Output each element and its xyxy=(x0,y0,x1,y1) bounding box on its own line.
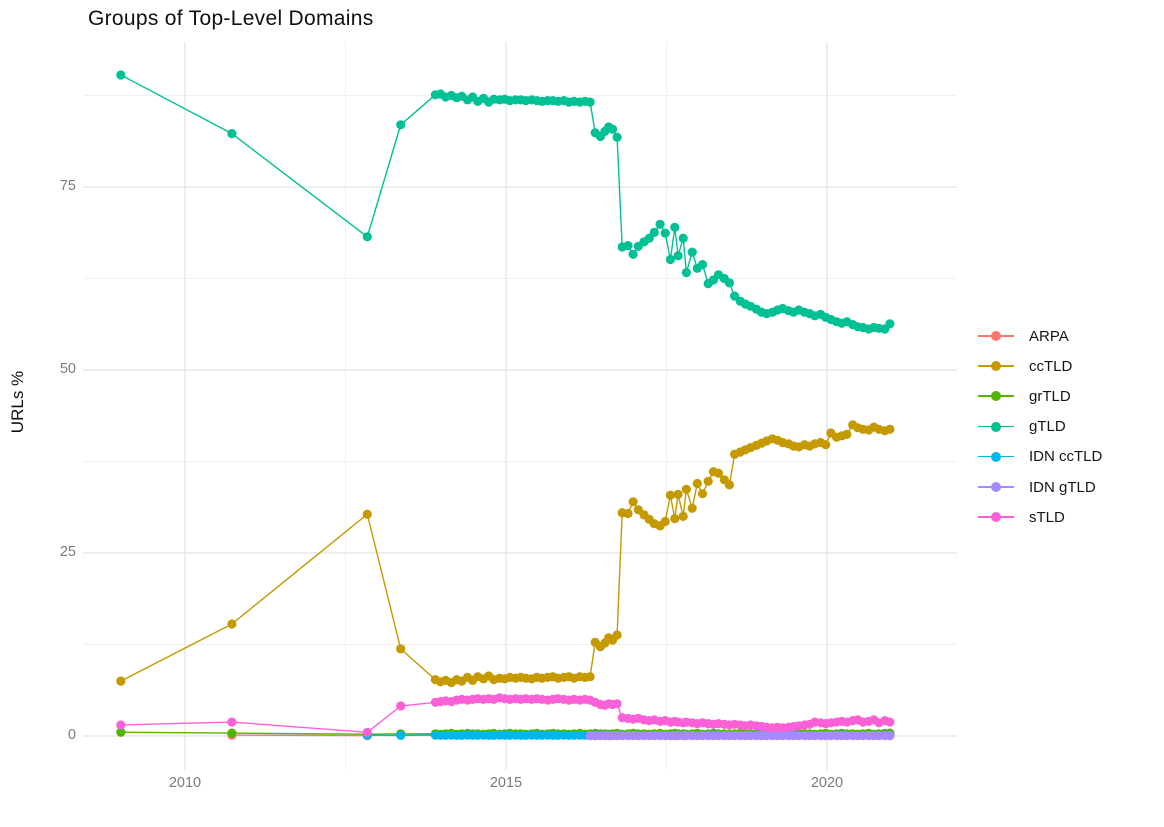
data-point xyxy=(687,247,697,257)
legend-label: IDN ccTLD xyxy=(1029,448,1103,466)
y-axis-title: URLs % xyxy=(8,370,27,434)
legend-item-idn-gtld: IDN gTLD xyxy=(978,472,1102,502)
data-point xyxy=(678,511,688,521)
legend-key-icon xyxy=(978,330,1014,342)
series-cctld xyxy=(116,420,895,688)
data-point xyxy=(660,516,670,527)
data-point xyxy=(396,644,406,654)
data-point xyxy=(227,717,237,727)
legend-label: gTLD xyxy=(1029,418,1066,436)
legend-key-icon xyxy=(978,481,1014,493)
data-point xyxy=(673,251,683,261)
data-point xyxy=(227,728,237,738)
data-point xyxy=(612,630,622,640)
series-stld xyxy=(116,693,895,737)
legend-item-grtld: grTLD xyxy=(978,381,1102,411)
series-line xyxy=(120,423,891,684)
legend-key-icon xyxy=(978,390,1014,402)
data-point xyxy=(842,429,852,439)
series-idn-gtld xyxy=(585,731,895,741)
data-point xyxy=(885,717,895,727)
x-tick-label: 2015 xyxy=(489,775,523,791)
data-point xyxy=(670,514,680,524)
data-point xyxy=(612,699,622,709)
legend-label: sTLD xyxy=(1029,508,1065,526)
series-line xyxy=(231,734,368,737)
legend-key-icon xyxy=(978,451,1014,463)
data-point xyxy=(724,278,735,288)
data-point xyxy=(687,503,697,513)
data-point xyxy=(678,233,688,243)
data-point xyxy=(362,509,372,519)
data-point xyxy=(655,219,665,229)
legend-item-arpa: ARPA xyxy=(978,321,1102,351)
legend-label: ARPA xyxy=(1029,327,1069,345)
data-point xyxy=(821,440,831,450)
chart-title: Groups of Top-Level Domains xyxy=(88,7,374,30)
data-point xyxy=(673,489,683,499)
series-line xyxy=(120,74,891,330)
legend-key-icon xyxy=(978,511,1014,523)
x-tick-label: 2010 xyxy=(168,775,202,791)
data-point xyxy=(885,319,895,329)
data-point xyxy=(585,672,595,682)
y-tick-label: 25 xyxy=(59,544,76,560)
data-point xyxy=(396,701,406,711)
x-tick-label: 2020 xyxy=(810,775,844,791)
series-arpa xyxy=(227,730,372,741)
data-point xyxy=(396,730,406,741)
data-point xyxy=(681,484,692,494)
data-point xyxy=(585,97,595,107)
data-point xyxy=(612,132,622,142)
data-point xyxy=(623,241,633,251)
data-point xyxy=(681,268,692,278)
data-point xyxy=(665,490,676,500)
data-point xyxy=(713,468,724,478)
legend-key-icon xyxy=(978,360,1014,372)
data-point xyxy=(116,676,126,686)
data-point xyxy=(396,120,406,130)
legend-item-stld: sTLD xyxy=(978,502,1102,532)
data-point xyxy=(703,476,713,486)
data-point xyxy=(697,260,708,270)
data-point xyxy=(692,478,702,489)
data-point xyxy=(697,489,708,499)
data-point xyxy=(660,228,670,238)
data-point xyxy=(116,720,126,730)
legend-key-icon xyxy=(978,421,1014,433)
data-point xyxy=(628,497,638,507)
data-point xyxy=(628,249,638,259)
data-point xyxy=(116,727,126,737)
legend-label: grTLD xyxy=(1029,387,1071,405)
legend-label: ccTLD xyxy=(1029,357,1073,375)
y-tick-label: 50 xyxy=(59,361,76,377)
data-point xyxy=(670,222,680,232)
data-point xyxy=(665,254,676,265)
data-point xyxy=(608,124,618,134)
data-point xyxy=(724,480,735,490)
legend-item-idn-cctld: IDN ccTLD xyxy=(978,442,1102,472)
data-point xyxy=(885,731,895,741)
data-point xyxy=(362,232,372,242)
data-point xyxy=(227,129,237,139)
data-point xyxy=(227,619,237,629)
data-point xyxy=(649,227,659,237)
data-point xyxy=(623,508,633,519)
legend-label: IDN gTLD xyxy=(1029,478,1096,496)
data-point xyxy=(885,424,895,434)
series-gtld xyxy=(116,70,895,334)
y-tick-label: 0 xyxy=(67,727,76,743)
legend-item-gtld: gTLD xyxy=(978,412,1102,442)
legend: ARPA ccTLD grTLD gTLD IDN ccTLD IDN gTLD sTLD xyxy=(978,321,1102,532)
data-point xyxy=(362,727,372,737)
data-point xyxy=(116,70,126,80)
legend-item-cctld: ccTLD xyxy=(978,351,1102,381)
y-tick-label: 75 xyxy=(59,178,76,194)
